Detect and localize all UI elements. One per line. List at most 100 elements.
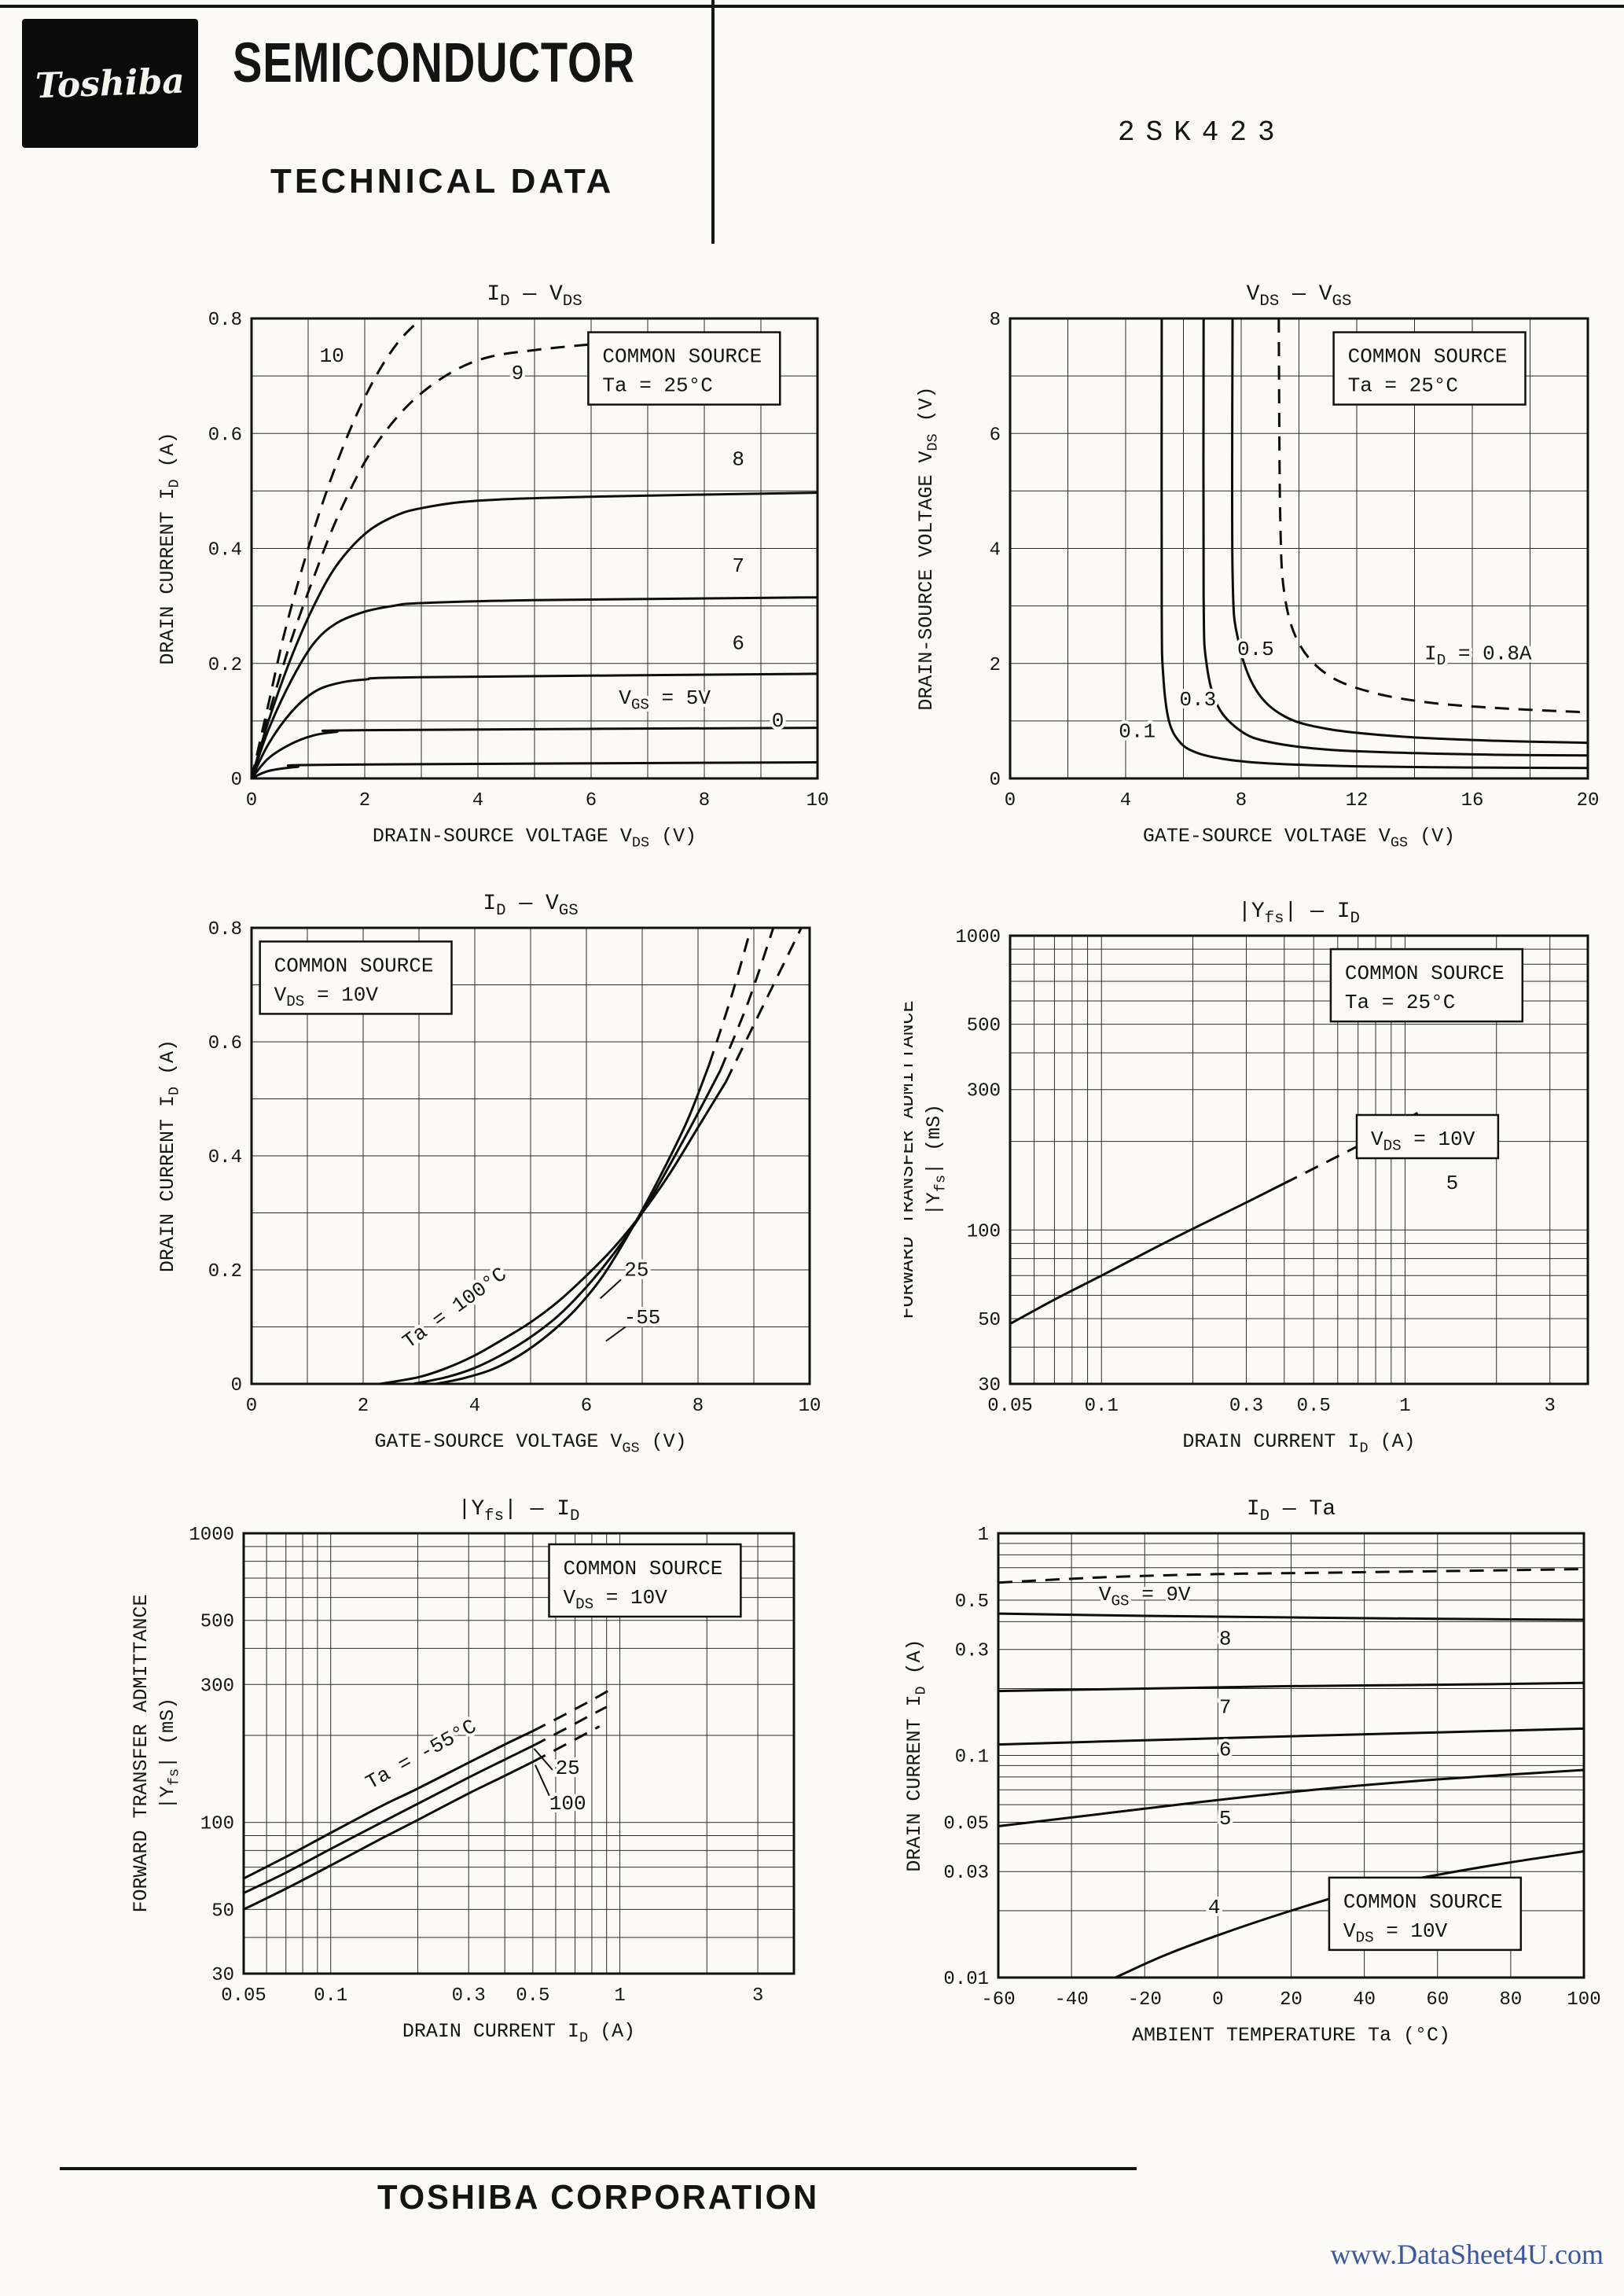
curve-label: 4 — [1208, 1896, 1221, 1919]
y-tick-label: 0 — [231, 770, 242, 791]
curve-label: 0.3 — [1179, 688, 1216, 712]
chart-title: ID — VDS — [487, 282, 582, 311]
legend-line: Ta = 25°C — [602, 374, 712, 398]
x-tick-label: 4 — [472, 790, 483, 811]
x-tick-label: 0.5 — [1297, 1396, 1331, 1417]
legend-box — [587, 331, 781, 406]
series-Ta=25C-ext — [719, 927, 775, 1071]
series-Ta=25C-ext — [532, 1705, 608, 1747]
legend-line: COMMON SOURCE — [1348, 345, 1508, 369]
x-tick-label: 0.1 — [1085, 1396, 1119, 1417]
y-axis-label: DRAIN CURRENT ID (A) — [904, 1639, 929, 1871]
y-tick-label: 6 — [990, 425, 1001, 446]
x-tick-label: 2 — [358, 1396, 369, 1417]
chart-id-ta: -60 -40 -20 0 20 40 60 80 100 1 0.5 0.3 0.1 0.05 0.03 0… — [904, 1497, 1601, 2047]
y-tick-label: 0.1 — [955, 1747, 989, 1768]
legend-line: Ta = 25°C — [1345, 991, 1455, 1014]
chart-yfs-id-25c: 0.05 0.1 0.3 0.5 1 3 1000 500 300 100 50 30 |Yfs| — … — [904, 900, 1589, 1456]
x-tick-label: 8 — [693, 1396, 704, 1417]
x-tick-label: 0.05 — [987, 1396, 1033, 1417]
x-tick-label: 3 — [752, 1985, 763, 2007]
grid — [997, 1532, 1585, 1979]
curve-label: 6 — [1219, 1739, 1232, 1762]
toshiba-logo-text: Toshiba — [35, 61, 186, 106]
x-tick-label: 40 — [1353, 1989, 1376, 2011]
footer-rule — [60, 2167, 1137, 2170]
y-tick-label: 0.4 — [208, 1147, 242, 1168]
y-tick-label: 0.2 — [208, 655, 242, 676]
series-VGS=9V — [250, 340, 626, 779]
curve-label: 8 — [1219, 1628, 1232, 1651]
chart-title: VDS — VGS — [1247, 282, 1352, 311]
x-tick-label: 6 — [581, 1396, 592, 1417]
x-tick-label: -20 — [1128, 1989, 1162, 2011]
series-group — [250, 317, 818, 780]
x-tick-label: 0 — [1212, 1989, 1223, 2011]
label-leader-line — [600, 1279, 622, 1299]
series-Ta=25C — [413, 1069, 722, 1385]
y-tick-label: 0 — [990, 770, 1001, 791]
header-subtitle: TECHNICAL DATA — [270, 162, 615, 201]
series-VGS=8V — [250, 491, 818, 779]
y-tick-label: 1000 — [955, 927, 1001, 948]
x-tick-label: 0.1 — [314, 1985, 347, 2007]
y-tick-label: 100 — [200, 1814, 234, 1835]
y-axis-label: DRAIN-SOURCE VOLTAGE VDS (V) — [915, 386, 941, 710]
y-tick-label: 0.03 — [943, 1863, 989, 1884]
y-tick-label: 2 — [990, 655, 1001, 676]
top-rule — [0, 5, 1624, 8]
curve-label: VGS = 5V — [619, 686, 711, 714]
x-tick-label: 12 — [1346, 790, 1369, 811]
series-VGS=9V — [998, 1568, 1585, 1584]
y-tick-label: 0.6 — [208, 425, 242, 446]
x-tick-label: 16 — [1461, 790, 1484, 811]
series-Ta=-55C-ext — [532, 1687, 615, 1732]
x-tick-label: 0 — [246, 1396, 257, 1417]
series-VGS=6V — [250, 672, 818, 779]
y-tick-label: 0.01 — [943, 1969, 989, 1990]
curve-label: 10 — [320, 344, 344, 368]
series-group — [998, 1568, 1585, 1979]
series-Ta=25C — [243, 1744, 534, 1894]
y-tick-label: 300 — [200, 1676, 234, 1697]
series-VGS=7V — [250, 596, 818, 779]
y-tick-label: 4 — [990, 540, 1001, 561]
curve-label: 0.5 — [1237, 638, 1274, 661]
legend-line: VDS = 10V — [1343, 1919, 1448, 1947]
y-tick-label: 30 — [978, 1375, 1001, 1396]
x-tick-label: 0.5 — [516, 1985, 549, 2007]
grid — [250, 317, 819, 780]
curve-label: 6 — [732, 631, 744, 655]
legend-box — [1329, 947, 1524, 1023]
x-axis-label: DRAIN-SOURCE VOLTAGE VDS (V) — [373, 825, 696, 851]
y-axis-label: |Yfs| (mS) — [923, 1104, 949, 1216]
y-tick-label: 1000 — [189, 1525, 234, 1546]
x-tick-label: 100 — [1567, 1989, 1600, 2011]
series-VGS=8V — [998, 1612, 1585, 1621]
y-axis-label: FORWARD TRANSFER ADMITTANCE — [130, 1594, 152, 1912]
legend-box — [1332, 331, 1527, 406]
series-Ta=100C-ext — [725, 927, 803, 1083]
header-divider — [711, 0, 715, 244]
legend-line: COMMON SOURCE — [274, 954, 434, 977]
curve-label: 9 — [512, 362, 524, 385]
curve-label: 8 — [732, 447, 744, 471]
legend-box — [259, 940, 453, 1015]
curve-label: 25 — [556, 1757, 580, 1780]
chart-title: ID — Ta — [1247, 1497, 1336, 1525]
curve-label: 7 — [1219, 1696, 1232, 1720]
x-axis-label: DRAIN CURRENT ID (A) — [402, 2020, 635, 2046]
curve-label: 100 — [549, 1792, 586, 1816]
chart-title: ID — VGS — [483, 892, 578, 920]
series-group — [380, 927, 803, 1385]
toshiba-logo: Toshiba — [22, 19, 198, 148]
x-tick-label: 0.3 — [1229, 1396, 1263, 1417]
curve-label: 0.1 — [1119, 719, 1156, 743]
chart-title: |Yfs| — ID — [458, 1497, 580, 1525]
series-ID=0.3A — [1202, 318, 1589, 757]
x-tick-label: 3 — [1545, 1396, 1556, 1417]
chart-title: |Yfs| — ID — [1238, 900, 1360, 928]
x-tick-label: 8 — [699, 790, 710, 811]
series-ID=0.1A — [1160, 318, 1589, 770]
legend-line: Ta = 25°C — [1348, 374, 1458, 398]
